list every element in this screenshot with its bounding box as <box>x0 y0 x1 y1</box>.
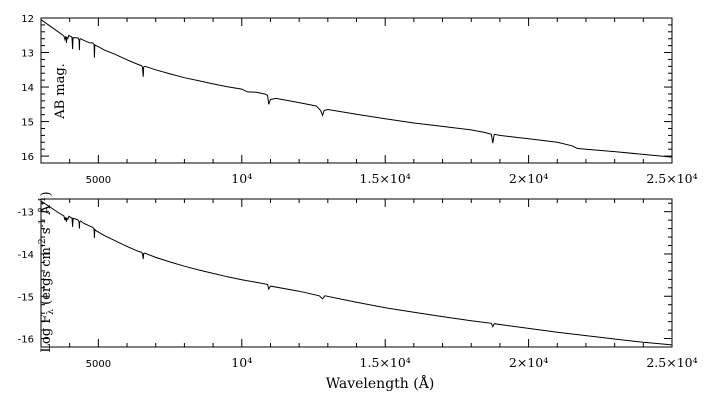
bottom-y-tick-label: -15 <box>18 292 34 303</box>
spectrum-line-ab-mag <box>40 19 673 158</box>
y-tick-labels-bottom: -13 -14 -15 -16 <box>18 208 34 346</box>
ticks-top <box>40 17 673 164</box>
top-x-tick-label: 10⁴ <box>231 171 252 186</box>
y-axis-label-top: AB mag. <box>53 63 68 120</box>
top-x-tick-label: 1.5×10⁴ <box>360 171 411 186</box>
top-y-tick-label: 14 <box>21 83 34 94</box>
x-tick-labels-top: 5000 10⁴ 1.5×10⁴ 2×10⁴ 2.5×10⁴ <box>86 171 698 186</box>
x-axis-label: Wavelength (Å) <box>326 374 435 392</box>
top-y-tick-label: 15 <box>21 118 34 129</box>
top-y-tick-label: 13 <box>21 49 34 60</box>
top-x-tick-label: 2.5×10⁴ <box>646 171 697 186</box>
top-y-tick-label: 16 <box>21 152 34 163</box>
top-x-tick-label: 2×10⁴ <box>509 171 548 186</box>
bottom-x-tick-label: 1.5×10⁴ <box>360 355 411 370</box>
bottom-y-tick-label: -16 <box>18 335 34 346</box>
top-y-tick-label: 12 <box>21 14 34 25</box>
plot-frame-top <box>40 17 673 164</box>
bottom-x-tick-label: 10⁴ <box>231 355 252 370</box>
plot-frame-bottom <box>40 198 673 348</box>
panel-bottom: -13-14-15-16 5000 10⁴ 1.5×10⁴ 2×10⁴ 2.5×10⁴ … <box>18 191 698 392</box>
bottom-x-tick-label: 2.5×10⁴ <box>646 355 697 370</box>
bottom-x-tick-label: 2×10⁴ <box>509 355 548 370</box>
y-tick-labels-top: 12 13 14 15 16 <box>21 14 34 163</box>
top-x-tick-label: 5000 <box>86 175 111 186</box>
x-tick-labels-bottom: 5000 10⁴ 1.5×10⁴ 2×10⁴ 2.5×10⁴ <box>86 355 698 370</box>
ticks-bottom <box>40 199 673 347</box>
spectrum-line-log-flux <box>40 200 673 346</box>
bottom-y-tick-label: -14 <box>18 250 34 261</box>
y-axis-label-bottom: Log Fλ (ergs cm-2 s-1 Å-1) <box>38 191 56 352</box>
bottom-y-tick-label: -13 <box>18 208 34 219</box>
bottom-x-tick-label: 5000 <box>86 359 111 370</box>
panel-top: 12 13 14 15 16 5000 10⁴ 1.5×10⁴ 2×10⁴ 2.5×10⁴ AB… <box>21 14 697 186</box>
